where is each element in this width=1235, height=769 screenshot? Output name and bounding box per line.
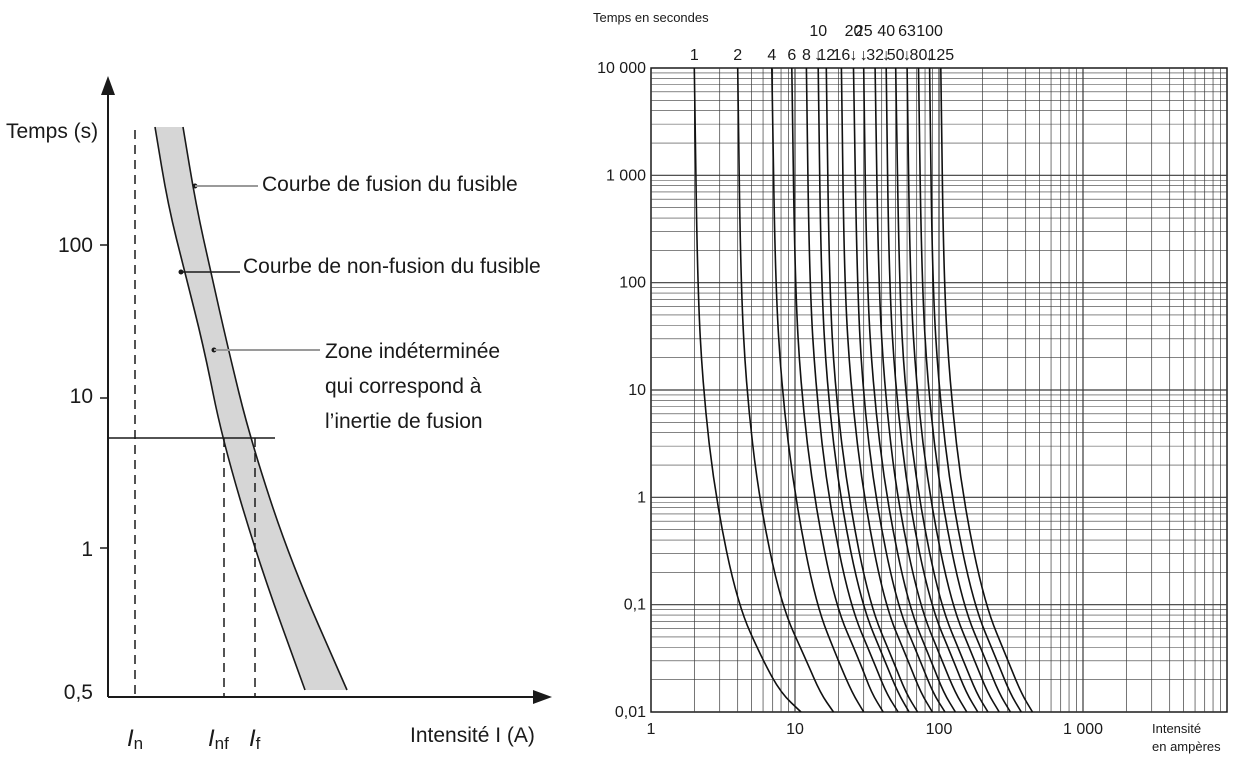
rating-arrow-10: ↓ [814, 47, 822, 64]
right-y-tick-3: 10 [628, 382, 646, 399]
left-y-axis-label: Temps (s) [6, 120, 98, 143]
right-y-tick-5: 1 000 [606, 167, 646, 184]
non-fusion-curve [154, 126, 306, 691]
right-y-tick-6: 10 000 [597, 60, 646, 77]
fuse-curve-20 [852, 67, 946, 713]
rating-label-1: 1 [690, 47, 699, 64]
fuse-curve-6 [791, 67, 884, 713]
rating-arrow-63: ↓ [903, 47, 911, 64]
right-x-axis-label-line-1: Intensité [1152, 721, 1201, 736]
indeterminate-zone-band [154, 126, 348, 691]
left-x-tick-if: If [249, 725, 261, 753]
right-x-tick-2: 100 [926, 721, 953, 738]
rating-label-16: 16 [833, 47, 851, 64]
fuse-curve-25 [862, 67, 957, 713]
annotation-non-fusion-curve: Courbe de non-fusion du fusible [243, 255, 541, 278]
rating-label-6: 6 [787, 47, 796, 64]
rating-label-50: 50 [887, 47, 905, 64]
left-y-axis-arrow [101, 76, 115, 95]
rating-label-4: 4 [767, 47, 776, 64]
annotation-zone-line-1: Zone indéterminée [325, 340, 500, 363]
left-x-axis-arrow [533, 690, 552, 704]
fuse-curves [693, 67, 1034, 713]
fuse-curve-8 [805, 67, 899, 713]
rating-label-40: 40 [877, 23, 895, 40]
right-y-tick-1: 0,1 [624, 597, 646, 614]
rating-arrow-40: ↓ [882, 47, 890, 64]
fuse-curve-12 [825, 67, 919, 713]
rating-arrow-25: ↓ [860, 47, 868, 64]
fuse-curve-40 [885, 67, 979, 713]
rating-label-32: 32 [866, 47, 884, 64]
right-x-tick-1: 10 [786, 721, 804, 738]
annotation-leaders [178, 183, 320, 353]
left-y-tick-10: 10 [70, 385, 93, 408]
rating-label-2: 2 [733, 47, 742, 64]
axis-tick-labels: 0,01 0,1 1 10 100 1 000 10 000 1 10 100 1 000 [597, 60, 1103, 738]
rating-arrow-100: ↓ [926, 47, 934, 64]
rating-label-80: 80 [910, 47, 928, 64]
fuse-curve-16 [840, 67, 934, 713]
rating-label-100: 100 [916, 23, 943, 40]
rating-label-10: 10 [809, 23, 827, 40]
current-marker-dashes [134, 130, 256, 697]
fuse-curve-80 [917, 67, 1012, 713]
right-x-axis-label-line-2: en ampères [1152, 739, 1221, 754]
fuse-curve-4 [771, 67, 865, 713]
right-y-tick-4: 100 [619, 275, 646, 292]
annotation-fusion-curve: Courbe de fusion du fusible [262, 173, 518, 196]
right-y-axis-label: Temps en secondes [593, 10, 709, 25]
left-x-tick-inf: Inf [208, 725, 229, 753]
fuse-curve-10 [817, 67, 910, 713]
indeterminate-zone-fill [155, 127, 347, 690]
left-axes [100, 76, 552, 704]
fuse-curve-2 [736, 67, 835, 713]
left-x-axis-label: Intensité I (A) [410, 724, 535, 747]
left-y-tick-0-5: 0,5 [64, 681, 93, 704]
log-grid [650, 67, 1228, 713]
rating-label-63: 63 [898, 23, 916, 40]
fuse-principle-chart: Temps (s) Intensité I (A) 100 10 1 0,5 I… [6, 76, 552, 753]
fuse-curve-100 [928, 67, 1022, 713]
fuse-curve-1 [693, 67, 802, 713]
fuse-curve-50 [894, 67, 989, 713]
rating-label-125: 125 [927, 47, 954, 64]
annotation-zone-line-2: qui correspond à [325, 375, 482, 398]
rating-label-12: 12 [817, 47, 835, 64]
left-x-tick-in: In [127, 725, 143, 753]
left-y-tick-100: 100 [58, 234, 93, 257]
rating-label-25: 25 [855, 23, 873, 40]
right-x-tick-0: 1 [647, 721, 656, 738]
right-y-tick-0: 0,01 [615, 704, 646, 721]
rating-label-20: 20 [845, 23, 863, 40]
left-y-tick-1: 1 [81, 538, 93, 561]
fuse-curve-63 [906, 67, 1000, 713]
fuse-curve-32 [874, 67, 968, 713]
right-x-tick-3: 1 000 [1063, 721, 1103, 738]
fuse-curve-125 [940, 67, 1034, 713]
fusion-curve [182, 126, 348, 691]
right-y-tick-2: 1 [637, 489, 646, 506]
annotation-zone-line-3: l’inertie de fusion [325, 410, 483, 433]
rating-arrow-20: ↓ [850, 47, 858, 64]
rating-label-8: 8 [802, 47, 811, 64]
